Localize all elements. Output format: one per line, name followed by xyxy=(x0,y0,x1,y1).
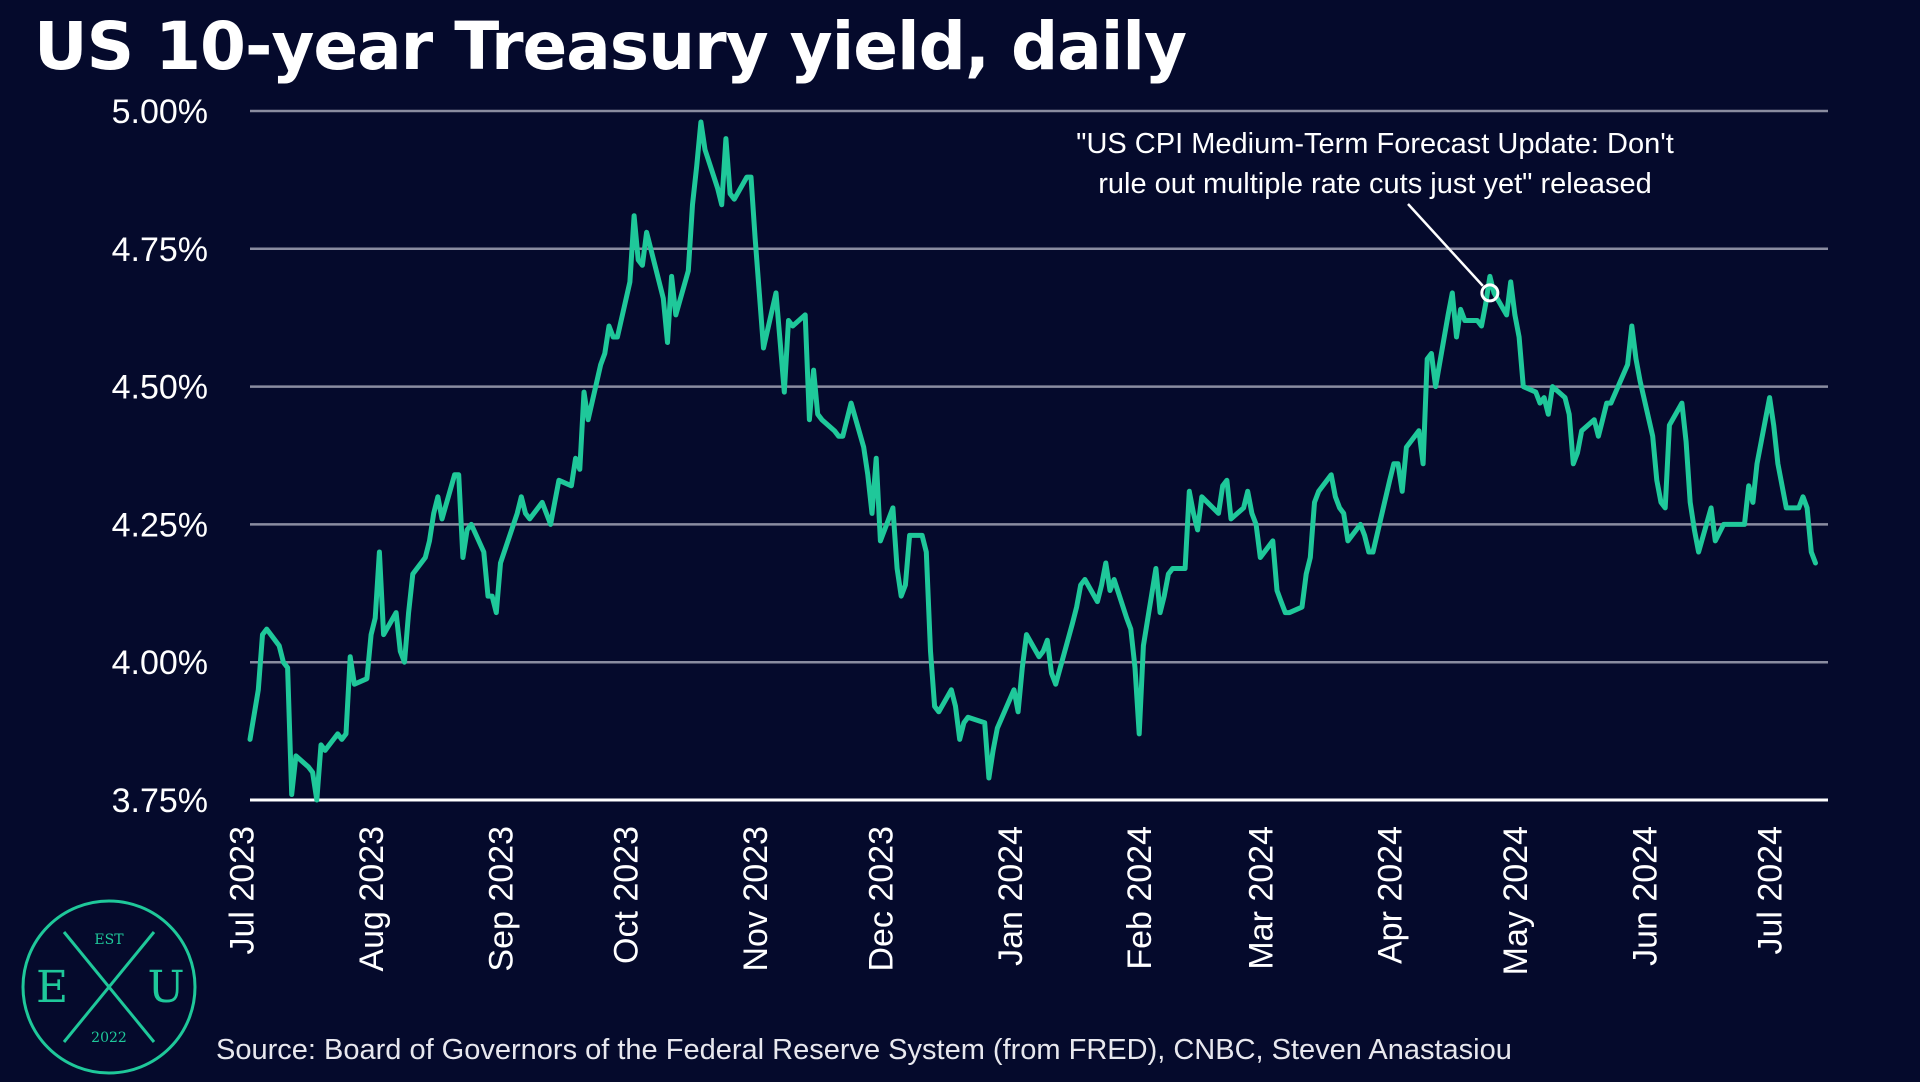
x-tick-label: May 2024 xyxy=(1497,826,1535,975)
logo-est: EST xyxy=(94,932,124,948)
yield-series-line xyxy=(247,119,1818,803)
logo-ring xyxy=(21,899,197,1075)
x-tick-label: Oct 2023 xyxy=(608,826,646,964)
x-tick-label: Jul 2024 xyxy=(1752,826,1790,955)
annotation-text-line: "US CPI Medium-Term Forecast Update: Don… xyxy=(1076,128,1674,160)
x-tick-label: Jan 2024 xyxy=(992,826,1030,966)
logo-letter-e: E xyxy=(36,962,68,1013)
annotation-text-line: rule out multiple rate cuts just yet" re… xyxy=(1098,168,1652,200)
est-xu-logo: EST E X U 2022 xyxy=(21,899,197,1075)
x-tick-label: Dec 2023 xyxy=(862,826,900,972)
x-axis-ticks: Jul 2023 Aug 2023 Sep 2023 Oct 2023 Nov 2023… xyxy=(224,826,1790,975)
annotation: "US CPI Medium-Term Forecast Update: Don… xyxy=(1076,128,1674,303)
y-tick-label: 4.25% xyxy=(112,506,208,544)
logo-year: 2022 xyxy=(91,1030,127,1046)
gridlines xyxy=(250,109,1828,802)
y-tick-label: 4.50% xyxy=(112,369,208,407)
y-tick-label: 5.00% xyxy=(112,93,208,131)
page-title: US 10-year Treasury yield, daily xyxy=(34,8,1187,85)
logo-stroke-2 xyxy=(62,931,156,1043)
logo-letter-u: U xyxy=(147,962,184,1013)
x-tick-label: Aug 2023 xyxy=(353,826,391,972)
x-tick-label: Apr 2024 xyxy=(1372,826,1410,964)
x-tick-label: Sep 2023 xyxy=(483,826,521,972)
y-tick-label: 3.75% xyxy=(112,782,208,820)
y-axis-ticks: 3.75% 4.00% 4.25% 4.50% 4.75% 5.00% xyxy=(112,93,208,820)
x-tick-label: Jun 2024 xyxy=(1626,826,1664,966)
source-note: Source: Board of Governors of the Federa… xyxy=(216,1034,1512,1066)
annotation-leader-line xyxy=(1407,203,1484,287)
y-tick-label: 4.00% xyxy=(112,644,208,682)
x-tick-label: Feb 2024 xyxy=(1121,826,1159,970)
x-tick-label: Nov 2023 xyxy=(737,826,775,972)
x-tick-label: Mar 2024 xyxy=(1242,826,1280,970)
annotation-marker xyxy=(1480,283,1500,303)
logo-letter-x: X xyxy=(93,962,125,1013)
y-tick-label: 4.75% xyxy=(112,231,208,269)
x-tick-label: Jul 2023 xyxy=(224,826,262,955)
series-layer xyxy=(247,119,1818,803)
